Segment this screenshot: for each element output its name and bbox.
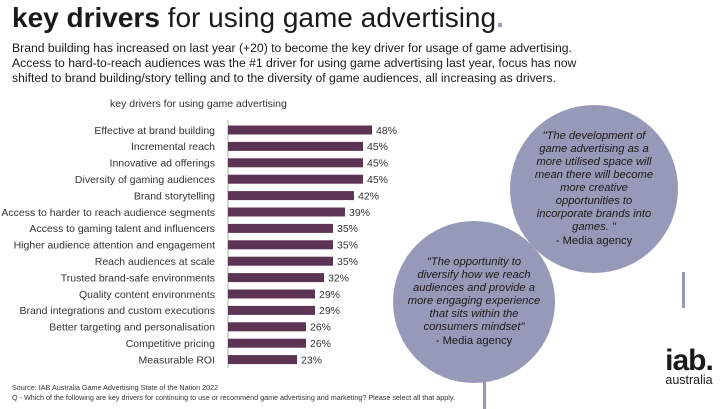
chart-title: key drivers for using game advertising <box>110 98 287 110</box>
category-label: Access to gaming talent and influencers <box>29 223 215 235</box>
category-label: Measurable ROI <box>139 354 215 366</box>
data-label: 29% <box>319 305 340 317</box>
category-label: Higher audience attention and engagement <box>14 240 215 252</box>
bar-chart: Effective at brand building 48% Incrementa… <box>1 120 397 368</box>
quote-text: "The opportunity to diversify how we rea… <box>407 256 541 333</box>
data-label: 45% <box>367 174 388 186</box>
bar <box>228 158 363 168</box>
category-label: Effective at brand building <box>94 125 215 137</box>
category-label: Brand integrations and custom executions <box>19 305 215 317</box>
category-label: Trusted brand-safe environments <box>61 272 215 284</box>
quote-attribution: - Media agency <box>555 235 633 247</box>
intro-line: Brand building has increased on last yea… <box>12 41 572 55</box>
category-label: Quality content environments <box>79 289 215 301</box>
bar <box>228 305 315 315</box>
bar <box>228 322 306 332</box>
category-label: Diversity of gaming audiences <box>75 174 215 186</box>
quote-bubble-tail <box>483 381 486 409</box>
bar <box>228 125 372 135</box>
data-label: 35% <box>337 223 358 235</box>
quote-bubble-tail <box>682 272 685 308</box>
quote-text: "The development of game advertising as … <box>534 130 654 233</box>
data-label: 39% <box>349 207 370 219</box>
quote-attribution: - Media agency <box>435 335 513 347</box>
category-label: Brand storytelling <box>134 190 215 202</box>
intro-paragraph: Brand building has increased on last yea… <box>12 41 717 86</box>
quote-bubble: "The opportunity to diversify how we rea… <box>393 221 555 383</box>
title-dot: . <box>496 2 504 33</box>
footnote: Source: IAB Australia Game Advertising S… <box>12 383 532 403</box>
data-label: 26% <box>310 338 331 350</box>
data-label: 42% <box>358 190 379 202</box>
bar <box>228 207 345 217</box>
data-label: 45% <box>367 141 388 153</box>
intro-line: Access to hard-to-reach audiences was th… <box>12 56 577 70</box>
quote-bubble: "The development of game advertising as … <box>510 105 678 273</box>
title-rest: for using game advertising <box>159 2 497 33</box>
page-title: key drivers for using game advertising. <box>12 2 504 34</box>
bar <box>228 240 333 250</box>
category-label: Innovative ad offerings <box>110 158 215 170</box>
bar <box>228 191 354 201</box>
logo-main: iab. <box>665 344 714 377</box>
bar <box>228 355 297 365</box>
category-label: Competitive pricing <box>126 338 215 350</box>
source-note: Source: IAB Australia Game Advertising S… <box>12 383 219 392</box>
question-note: Q - Which of the following are key drive… <box>12 393 455 402</box>
bar <box>228 256 333 266</box>
bar <box>228 338 306 348</box>
bar <box>228 141 363 151</box>
bar <box>228 289 315 299</box>
title-bold: key drivers <box>12 2 160 33</box>
data-label: 35% <box>337 256 358 268</box>
bar <box>228 273 324 283</box>
data-label: 26% <box>310 322 331 334</box>
bar <box>228 174 363 184</box>
logo-sub: australia <box>665 373 713 387</box>
category-label: Better targeting and personalisation <box>49 322 215 334</box>
data-label: 32% <box>328 272 349 284</box>
iab-australia-logo: iab. australia <box>656 346 722 387</box>
intro-line: shifted to brand building/story telling … <box>12 71 556 85</box>
bar <box>228 223 333 233</box>
data-label: 23% <box>301 354 322 366</box>
data-label: 29% <box>319 289 340 301</box>
category-label: Reach audiences at scale <box>95 256 215 268</box>
category-label: Access to harder to reach audience segme… <box>1 207 215 219</box>
data-label: 35% <box>337 240 358 252</box>
category-label: Incremental reach <box>131 141 215 153</box>
data-label: 48% <box>376 125 397 137</box>
data-label: 45% <box>367 158 388 170</box>
